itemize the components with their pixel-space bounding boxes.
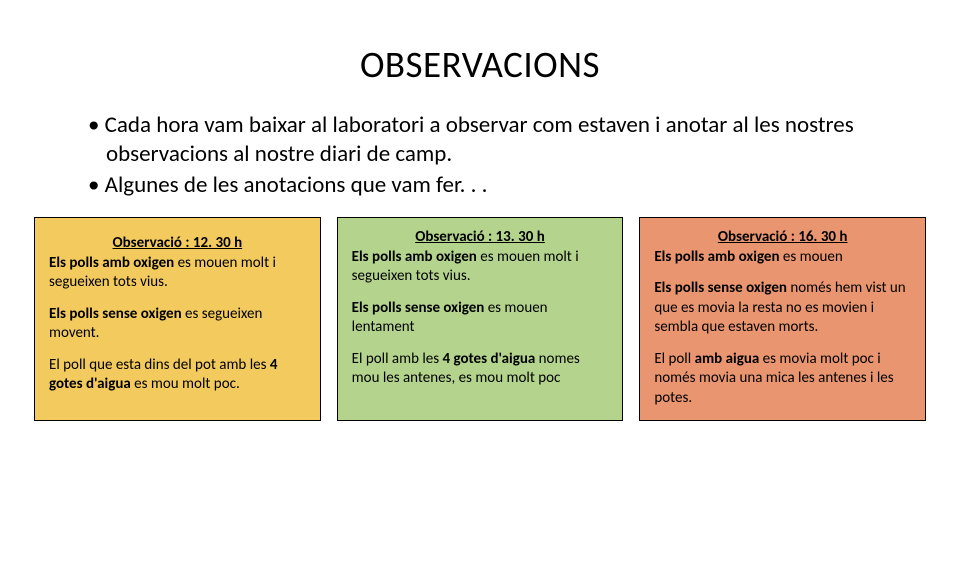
card-2-p1: Els polls amb oxigen es mouen molt i seg… (352, 248, 609, 287)
card-3-p3: El poll amb aigua es movia molt poc i no… (654, 350, 911, 409)
observation-card-1: Observació : 12. 30 h Els polls amb oxig… (34, 217, 321, 421)
card-1-p3: El poll que esta dins del pot amb les 4 … (49, 356, 306, 395)
card-2-p3: El poll amb les 4 gotes d'aigua nomes mo… (352, 350, 609, 389)
card-3-p2: Els polls sense oxigen només hem vist un… (654, 279, 911, 338)
card-2-title: Observació : 13. 30 h (352, 228, 609, 248)
bullet-1: Cada hora vam baixar al laboratori a obs… (70, 111, 890, 169)
observation-card-3: Observació : 16. 30 h Els polls amb oxig… (639, 217, 926, 421)
observation-cards: Observació : 12. 30 h Els polls amb oxig… (34, 217, 926, 421)
page-title: OBSERVACIONS (0, 42, 960, 87)
card-2-p2: Els polls sense oxigen es mouen lentamen… (352, 299, 609, 338)
bullet-list: Cada hora vam baixar al laboratori a obs… (70, 111, 890, 199)
card-1-p1: Els polls amb oxigen es mouen molt i seg… (49, 254, 306, 293)
observation-card-2: Observació : 13. 30 h Els polls amb oxig… (337, 217, 624, 421)
card-1-title: Observació : 12. 30 h (49, 234, 306, 254)
card-1-p2: Els polls sense oxigen es segueixen move… (49, 305, 306, 344)
bullet-2: Algunes de les anotacions que vam fer. .… (70, 171, 890, 200)
card-3-p1: Els polls amb oxigen es mouen (654, 248, 911, 268)
card-3-title: Observació : 16. 30 h (654, 228, 911, 248)
